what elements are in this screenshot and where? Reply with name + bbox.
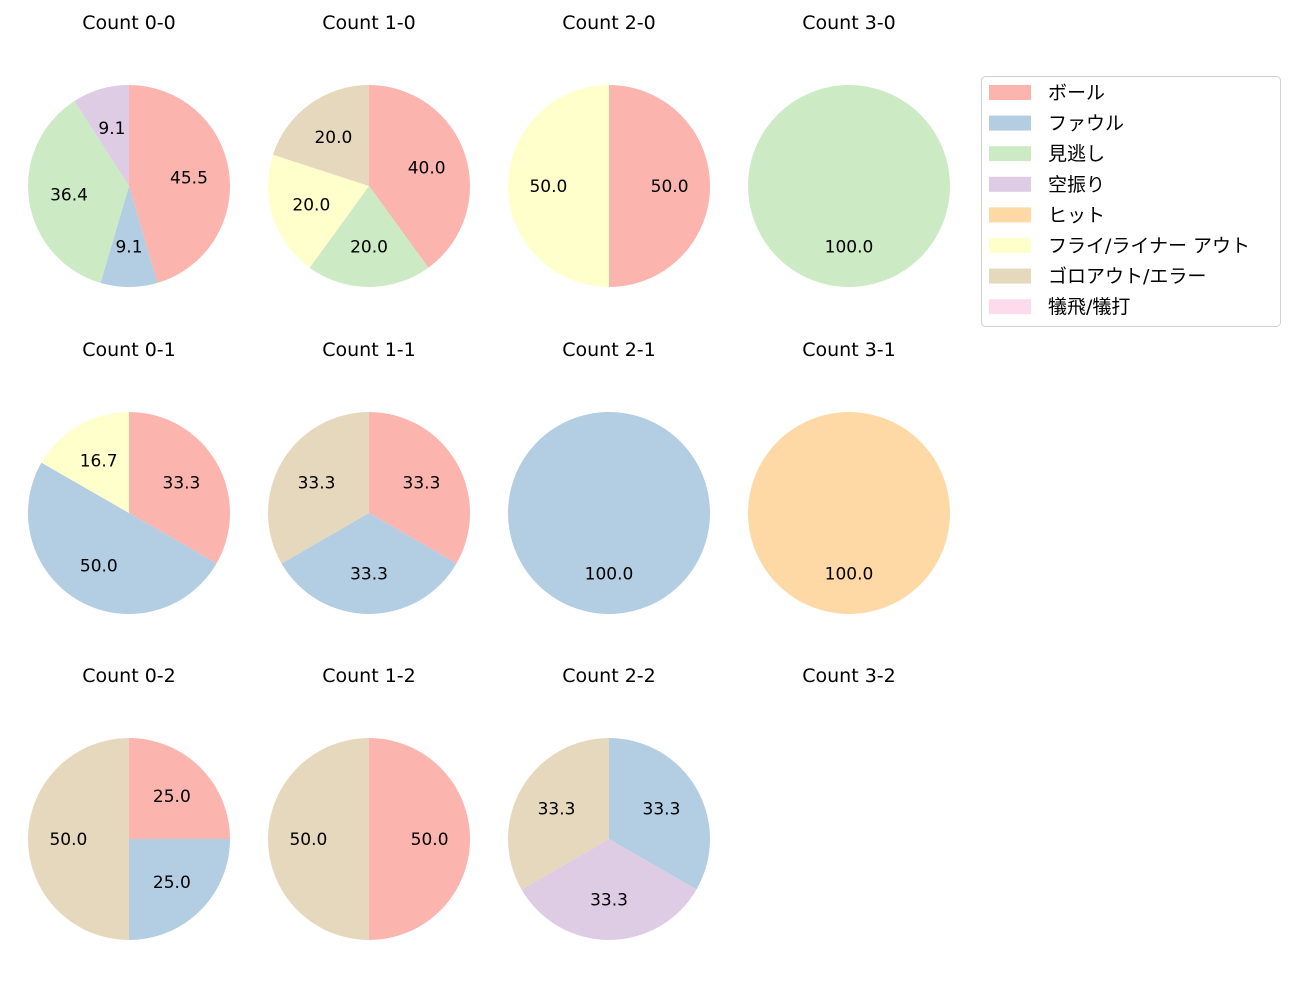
slice-label: 33.3 (590, 891, 628, 911)
pie-slice (521, 839, 697, 940)
pie-slice (508, 412, 710, 614)
legend-swatch (989, 146, 1031, 162)
slice-label: 50.0 (651, 177, 689, 197)
pie-title: Count 2-2 (562, 665, 656, 687)
slice-label: 100.0 (825, 238, 874, 258)
pie-slice (129, 738, 230, 839)
slice-label: 9.1 (98, 119, 125, 139)
pie-slice (100, 186, 158, 288)
pie-slice (129, 412, 230, 564)
pie-slice (609, 738, 710, 890)
slice-label: 33.3 (643, 800, 681, 820)
pie-slice (129, 839, 230, 940)
pie-slice (508, 738, 609, 890)
pie-count-1-1: Count 1-1 33.3 33.3 33.3 (268, 339, 470, 614)
pie-count-3-2: Count 3-2 (802, 665, 896, 687)
legend-swatch (989, 115, 1031, 131)
slice-label: 33.3 (403, 474, 441, 494)
legend-swatch (989, 85, 1031, 100)
pie-slice (268, 154, 369, 268)
pie-slice (41, 412, 129, 513)
pie-count-3-1: Count 3-1 100.0 (748, 339, 950, 614)
legend-label: ファウル (1048, 113, 1124, 135)
pie-slice (369, 738, 470, 940)
slice-label: 50.0 (289, 830, 327, 850)
pie-slice (28, 738, 129, 940)
slice-label: 25.0 (153, 787, 191, 807)
slice-label: 50.0 (529, 177, 567, 197)
legend-label: フライ/ライナー アウト (1048, 235, 1250, 257)
pie-count-3-0: Count 3-0 100.0 (748, 12, 950, 287)
legend-label: 見逃し (1048, 143, 1105, 165)
legend-label: ヒット (1048, 204, 1105, 226)
legend-frame (981, 76, 1281, 327)
pie-title: Count 1-2 (322, 665, 416, 687)
slice-label: 33.3 (538, 800, 576, 820)
pie-count-0-0: Count 0-0 45.5 9.1 36.4 9.1 (27, 12, 230, 288)
slice-label: 20.0 (292, 196, 330, 216)
legend-swatch (989, 238, 1031, 253)
pie-slice (27, 462, 217, 614)
slice-label: 45.5 (170, 168, 208, 188)
pie-slice (609, 85, 710, 287)
pie-count-1-2: Count 1-2 50.0 50.0 (268, 665, 470, 940)
pie-slice (272, 85, 369, 186)
pie-slice (268, 738, 369, 940)
pie-title: Count 0-0 (82, 12, 176, 34)
pie-title: Count 0-2 (82, 665, 176, 687)
pie-slice (74, 85, 129, 186)
slice-label: 100.0 (825, 565, 874, 585)
slice-label: 50.0 (80, 557, 118, 577)
pie-count-0-2: Count 0-2 25.0 25.0 50.0 (28, 665, 230, 940)
pie-slice (268, 412, 369, 564)
legend-label: 空振り (1048, 174, 1105, 196)
slice-label: 36.4 (50, 186, 88, 206)
slice-label: 20.0 (350, 238, 388, 258)
legend-swatch (989, 268, 1031, 284)
pie-slice (129, 85, 230, 283)
legend-label: ボール (1048, 82, 1105, 104)
pie-slice (369, 85, 470, 268)
pie-slice (748, 412, 950, 614)
legend-swatch (989, 299, 1031, 315)
slice-label: 33.3 (163, 474, 201, 494)
pie-slice (309, 186, 429, 287)
legend-label: ゴロアウト/エラー (1048, 266, 1206, 288)
pie-title: Count 3-0 (802, 12, 896, 34)
slice-label: 40.0 (408, 158, 446, 178)
pie-title: Count 0-1 (82, 339, 176, 361)
slice-label: 25.0 (153, 873, 191, 893)
pie-title: Count 2-0 (562, 12, 656, 34)
pie-slice (508, 85, 609, 287)
pie-count-1-0: Count 1-0 40.0 20.0 20.0 20.0 (268, 12, 470, 287)
pie-slice (369, 412, 470, 564)
slice-label: 16.7 (80, 452, 118, 472)
legend-swatch (989, 176, 1031, 192)
slice-label: 50.0 (411, 830, 449, 850)
pie-count-2-0: Count 2-0 50.0 50.0 (508, 12, 710, 287)
slice-label: 33.3 (298, 474, 336, 494)
pie-count-2-1: Count 2-1 100.0 (508, 339, 710, 614)
slice-label: 50.0 (49, 830, 87, 850)
pie-slice (27, 101, 130, 283)
pie-count-2-2: Count 2-2 33.3 33.3 33.3 (508, 665, 710, 940)
slice-label: 33.3 (350, 565, 388, 585)
pie-count-0-1: Count 0-1 33.3 50.0 16.7 (27, 339, 230, 614)
pie-title: Count 2-1 (562, 339, 656, 361)
pie-title: Count 3-1 (802, 339, 896, 361)
pie-title: Count 1-0 (322, 12, 416, 34)
legend-label: 犠飛/犠打 (1048, 296, 1130, 318)
slice-label: 100.0 (585, 565, 634, 585)
slice-label: 9.1 (115, 238, 142, 258)
pie-title: Count 1-1 (322, 339, 416, 361)
pie-title: Count 3-2 (802, 665, 896, 687)
pie-slice (748, 85, 950, 287)
slice-label: 20.0 (314, 128, 352, 148)
legend-swatch (989, 207, 1031, 223)
